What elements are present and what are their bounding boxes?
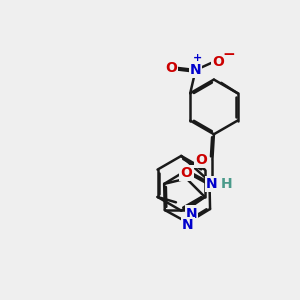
Text: N: N (206, 177, 217, 191)
Text: +: + (193, 53, 203, 63)
Text: O: O (195, 152, 207, 167)
Text: O: O (181, 166, 192, 180)
Text: N: N (190, 63, 201, 77)
Text: N: N (182, 218, 194, 232)
Text: −: − (223, 47, 235, 62)
Text: N: N (186, 207, 197, 220)
Text: O: O (165, 61, 177, 75)
Text: O: O (212, 55, 224, 69)
Text: H: H (220, 178, 232, 191)
